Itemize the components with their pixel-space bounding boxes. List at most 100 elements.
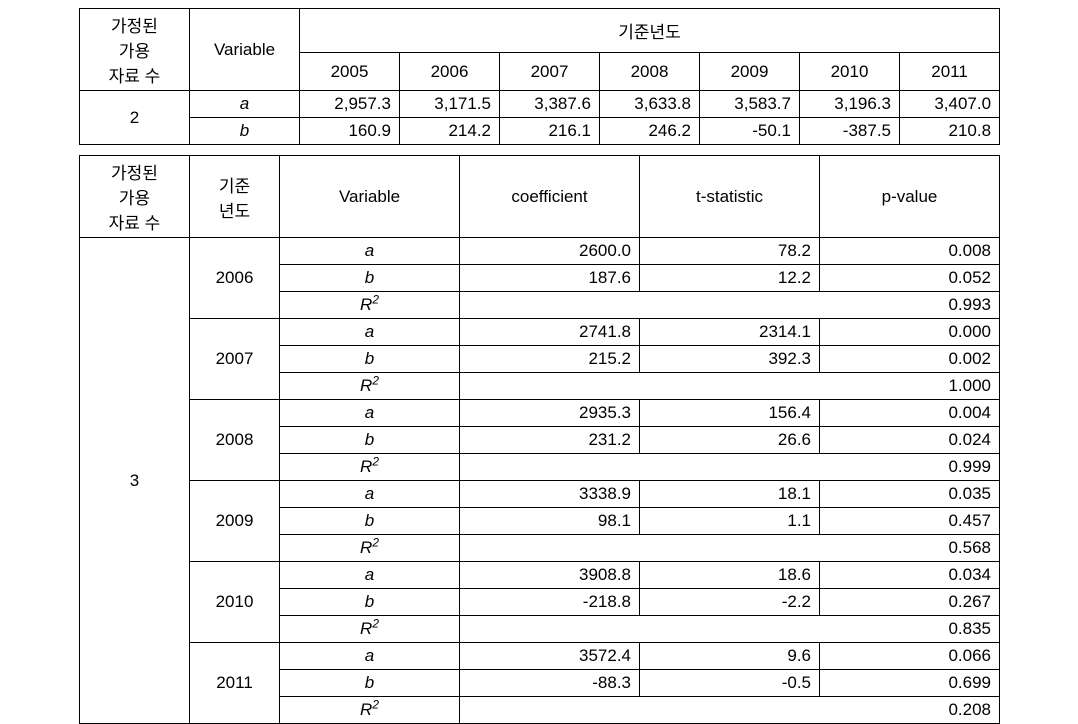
year-label: 2008 bbox=[631, 62, 669, 81]
coef-cell: 3338.9 bbox=[460, 481, 640, 508]
coef-cell: 3908.8 bbox=[460, 562, 640, 589]
var-cell: a bbox=[280, 562, 460, 589]
var-cell: R2 bbox=[280, 373, 460, 400]
val: 160.9 bbox=[348, 121, 391, 140]
val: -50.1 bbox=[752, 121, 791, 140]
pvalue-cell: 0.024 bbox=[820, 427, 1000, 454]
col-coef: coefficient bbox=[460, 156, 640, 238]
var-cell: b bbox=[280, 427, 460, 454]
var-cell: R2 bbox=[280, 535, 460, 562]
year-label: 2007 bbox=[531, 62, 569, 81]
val: 2,957.3 bbox=[334, 94, 391, 113]
val: 3,196.3 bbox=[834, 94, 891, 113]
var-cell: b bbox=[280, 670, 460, 697]
col-year: 2007 bbox=[500, 53, 600, 91]
col-variable-label: Variable bbox=[214, 40, 275, 59]
year-cell: 2009 bbox=[190, 481, 280, 562]
var-cell: b bbox=[280, 265, 460, 292]
pvalue-cell: 0.002 bbox=[820, 346, 1000, 373]
table-row: 2009a3338.918.10.035 bbox=[80, 481, 1000, 508]
var-cell: a bbox=[280, 400, 460, 427]
col-pvalue-label: p-value bbox=[882, 187, 938, 206]
val-cell: 214.2 bbox=[400, 118, 500, 145]
val-cell: -50.1 bbox=[700, 118, 800, 145]
val-cell: -387.5 bbox=[800, 118, 900, 145]
tstat-cell: 78.2 bbox=[640, 238, 820, 265]
coef-cell: 215.2 bbox=[460, 346, 640, 373]
year-cell: 2007 bbox=[190, 319, 280, 400]
col-coef-label: coefficient bbox=[511, 187, 587, 206]
col-baseyear-label: 기준년도 bbox=[618, 23, 681, 42]
val-cell: 216.1 bbox=[500, 118, 600, 145]
var-cell: a bbox=[280, 481, 460, 508]
var-cell: a bbox=[280, 319, 460, 346]
col-baseyear: 기준년도 bbox=[190, 156, 280, 238]
coef-cell: 2935.3 bbox=[460, 400, 640, 427]
pvalue-cell: 0.004 bbox=[820, 400, 1000, 427]
group-label-text: 2 bbox=[130, 108, 139, 127]
val-cell: 3,407.0 bbox=[900, 91, 1000, 118]
var-cell: R2 bbox=[280, 616, 460, 643]
var-cell: b bbox=[190, 118, 300, 145]
year-cell: 2011 bbox=[190, 643, 280, 724]
tstat-cell: 12.2 bbox=[640, 265, 820, 292]
table-bottom-head: 가정된가용자료 수 기준년도 Variable coefficient t-st… bbox=[80, 156, 1000, 238]
pvalue-cell: 0.034 bbox=[820, 562, 1000, 589]
col-year: 2008 bbox=[600, 53, 700, 91]
col-assumed: 가정된가용자료 수 bbox=[80, 9, 190, 91]
col-baseyear: 기준년도 bbox=[300, 9, 1000, 53]
val-cell: 2,957.3 bbox=[300, 91, 400, 118]
col-year: 2006 bbox=[400, 53, 500, 91]
table-row: 32006a2600.078.20.008 bbox=[80, 238, 1000, 265]
val-cell: 3,387.6 bbox=[500, 91, 600, 118]
tstat-cell: 156.4 bbox=[640, 400, 820, 427]
coef-cell: 2600.0 bbox=[460, 238, 640, 265]
group-label: 3 bbox=[80, 238, 190, 724]
table-row: 2011a3572.49.60.066 bbox=[80, 643, 1000, 670]
col-baseyear-label: 기준년도 bbox=[219, 177, 250, 221]
table-top: 가정된가용자료 수 Variable 기준년도 2005 2006 2007 2… bbox=[79, 8, 1000, 145]
tstat-cell: -0.5 bbox=[640, 670, 820, 697]
pvalue-cell: 0.066 bbox=[820, 643, 1000, 670]
r2-cell: 0.835 bbox=[460, 616, 1000, 643]
val-cell: 246.2 bbox=[600, 118, 700, 145]
tstat-cell: 2314.1 bbox=[640, 319, 820, 346]
pvalue-cell: 0.008 bbox=[820, 238, 1000, 265]
year-label: 2005 bbox=[331, 62, 369, 81]
year-label: 2009 bbox=[731, 62, 769, 81]
pvalue-cell: 0.000 bbox=[820, 319, 1000, 346]
pvalue-cell: 0.035 bbox=[820, 481, 1000, 508]
coef-cell: 3572.4 bbox=[460, 643, 640, 670]
col-assumed-label: 가정된가용자료 수 bbox=[109, 17, 161, 86]
pvalue-cell: 0.267 bbox=[820, 589, 1000, 616]
val: 216.1 bbox=[548, 121, 591, 140]
var-cell: R2 bbox=[280, 454, 460, 481]
var-a: a bbox=[240, 94, 249, 113]
year-label: 2010 bbox=[831, 62, 869, 81]
r2-cell: 1.000 bbox=[460, 373, 1000, 400]
year-cell: 2006 bbox=[190, 238, 280, 319]
val: -387.5 bbox=[843, 121, 891, 140]
var-cell: a bbox=[280, 643, 460, 670]
pvalue-cell: 0.457 bbox=[820, 508, 1000, 535]
table-top-head: 가정된가용자료 수 Variable 기준년도 2005 2006 2007 2… bbox=[80, 9, 1000, 91]
tstat-cell: -2.2 bbox=[640, 589, 820, 616]
var-cell: R2 bbox=[280, 292, 460, 319]
val-cell: 3,583.7 bbox=[700, 91, 800, 118]
year-label: 2006 bbox=[431, 62, 469, 81]
r2-cell: 0.208 bbox=[460, 697, 1000, 724]
tstat-cell: 18.6 bbox=[640, 562, 820, 589]
table-bottom-body: 32006a2600.078.20.008b187.612.20.052R20.… bbox=[80, 238, 1000, 724]
var-cell: R2 bbox=[280, 697, 460, 724]
var-cell: b bbox=[280, 508, 460, 535]
pvalue-cell: 0.699 bbox=[820, 670, 1000, 697]
val-cell: 3,196.3 bbox=[800, 91, 900, 118]
pvalue-cell: 0.052 bbox=[820, 265, 1000, 292]
col-pvalue: p-value bbox=[820, 156, 1000, 238]
table-row: 2 a 2,957.3 3,171.5 3,387.6 3,633.8 3,58… bbox=[80, 91, 1000, 118]
year-label: 2011 bbox=[931, 62, 968, 81]
tstat-cell: 26.6 bbox=[640, 427, 820, 454]
table-top-body: 2 a 2,957.3 3,171.5 3,387.6 3,633.8 3,58… bbox=[80, 91, 1000, 145]
col-tstat-label: t-statistic bbox=[696, 187, 763, 206]
table-row: 2007a2741.82314.10.000 bbox=[80, 319, 1000, 346]
